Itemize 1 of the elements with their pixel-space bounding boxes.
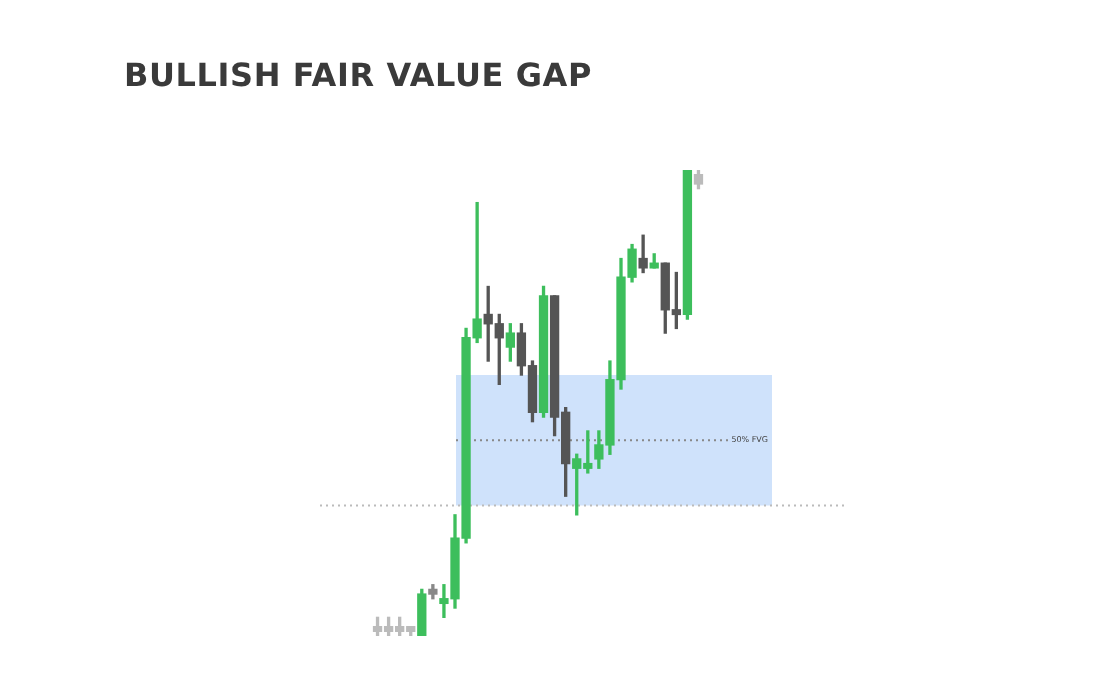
chart-title: BULLISH FAIR VALUE GAP	[124, 56, 592, 94]
